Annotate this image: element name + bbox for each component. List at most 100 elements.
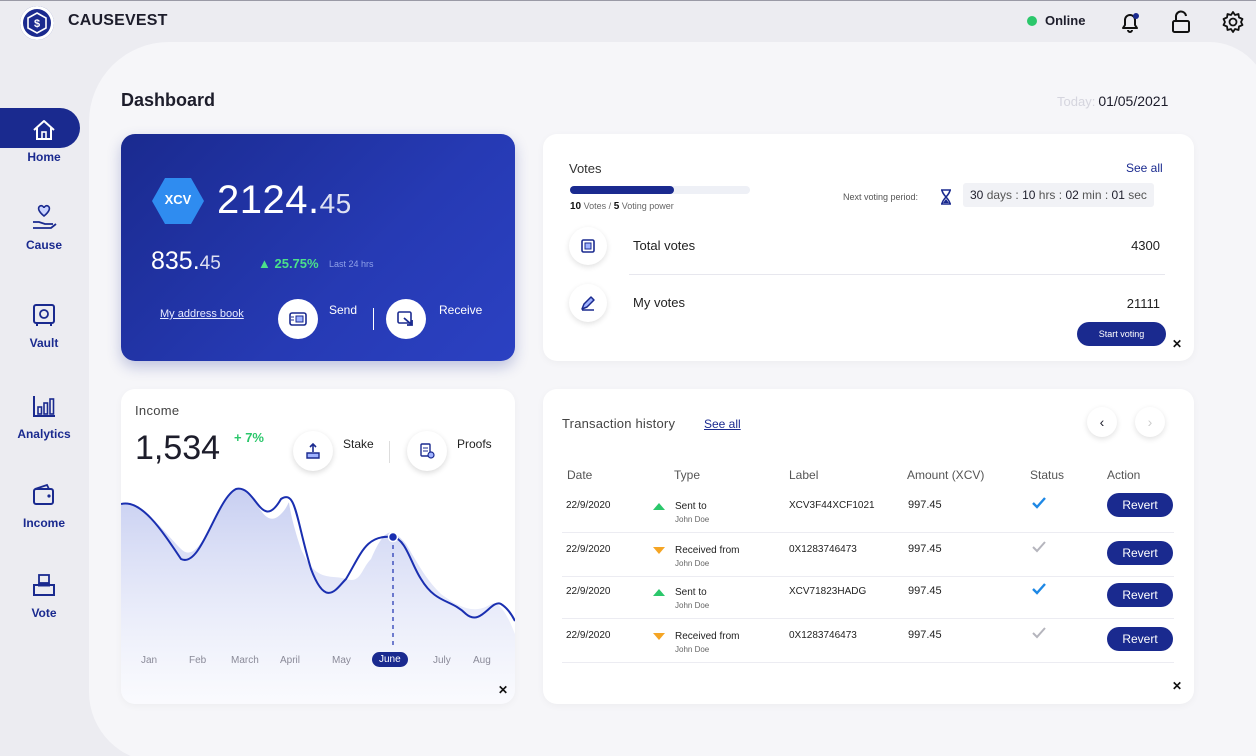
wallet-balance: 2124.45 bbox=[217, 178, 352, 222]
stake-proofs-divider bbox=[389, 441, 390, 463]
status-check-icon bbox=[1031, 582, 1047, 601]
today-value: 01/05/2021 bbox=[1098, 93, 1169, 109]
month-label[interactable]: Aug bbox=[473, 655, 491, 666]
stake-button[interactable] bbox=[293, 431, 333, 471]
my-votes-icon bbox=[569, 284, 607, 322]
column-header-label: Label bbox=[789, 468, 819, 482]
next-voting-period-label: Next voting period: bbox=[843, 192, 919, 202]
tx-amount: 997.45 bbox=[908, 543, 942, 555]
receive-icon bbox=[397, 311, 413, 326]
income-value: 1,534 bbox=[135, 429, 221, 467]
votes-divider bbox=[629, 274, 1165, 275]
votes-close-icon[interactable]: ✕ bbox=[1172, 337, 1183, 351]
proofs-label: Proofs bbox=[457, 437, 492, 451]
month-label[interactable]: Feb bbox=[189, 655, 207, 666]
month-label[interactable]: July bbox=[433, 655, 451, 666]
income-change: + 7% bbox=[234, 430, 264, 445]
app-name: CAUSEVEST bbox=[68, 12, 168, 29]
transactions-close-icon[interactable]: ✕ bbox=[1172, 679, 1183, 693]
sidebar-item-label: Income bbox=[22, 516, 65, 530]
online-status-label: Online bbox=[1045, 13, 1086, 28]
receive-button[interactable] bbox=[386, 299, 426, 339]
sidebar-item-vote[interactable]: Vote bbox=[0, 568, 88, 620]
column-header-amount: Amount (XCV) bbox=[907, 468, 985, 482]
month-label[interactable]: March bbox=[231, 655, 259, 666]
address-book-link[interactable]: My address book bbox=[160, 308, 244, 320]
sidebar-item-label: Cause bbox=[25, 238, 63, 252]
hourglass-icon bbox=[939, 189, 953, 210]
transactions-see-all-link[interactable]: See all bbox=[704, 417, 741, 431]
month-label-active[interactable]: June bbox=[372, 652, 408, 667]
currency-label: XCV bbox=[164, 192, 192, 207]
ballot-box-icon bbox=[24, 568, 64, 602]
proofs-icon bbox=[420, 443, 435, 459]
voting-power: 10 Votes / 5 Voting power bbox=[570, 201, 674, 212]
sent-arrow-icon bbox=[653, 503, 665, 510]
total-votes-value: 4300 bbox=[1131, 238, 1160, 253]
notification-bell-icon[interactable] bbox=[1117, 9, 1143, 35]
votes-see-all-link[interactable]: See all bbox=[1126, 161, 1163, 175]
tx-label: XCV71823HADG bbox=[789, 586, 867, 597]
tx-type: Sent to John Doe bbox=[675, 501, 710, 524]
transactions-title: Transaction history bbox=[562, 416, 676, 431]
column-header-status: Status bbox=[1030, 468, 1065, 482]
tx-type: Received from John Doe bbox=[675, 545, 740, 568]
june-marker-point bbox=[387, 531, 399, 543]
month-label[interactable]: Jan bbox=[141, 655, 158, 666]
revert-button[interactable]: Revert bbox=[1107, 583, 1173, 607]
prev-page-button[interactable]: ‹ bbox=[1087, 407, 1117, 437]
today-date: Today: 01/05/2021 bbox=[1057, 93, 1168, 109]
my-votes-value: 21111 bbox=[1126, 296, 1160, 311]
start-voting-button[interactable]: Start voting bbox=[1077, 322, 1166, 346]
my-votes-label: My votes bbox=[633, 295, 686, 310]
status-check-icon bbox=[1031, 496, 1047, 515]
revert-button[interactable]: Revert bbox=[1107, 493, 1173, 517]
tx-date: 22/9/2020 bbox=[566, 586, 611, 597]
sidebar-item-income[interactable]: Income bbox=[0, 478, 88, 530]
wallet-change: ▲ 25.75% bbox=[258, 256, 319, 271]
votes-progress-fill bbox=[570, 186, 675, 194]
column-header-action: Action bbox=[1107, 468, 1141, 482]
income-line bbox=[121, 487, 515, 622]
svg-text:$: $ bbox=[34, 18, 40, 30]
send-receive-divider bbox=[373, 308, 374, 330]
sent-arrow-icon bbox=[653, 589, 665, 596]
tx-label: XCV3F44XCF1021 bbox=[789, 500, 875, 511]
online-status: Online bbox=[1027, 13, 1085, 28]
sidebar-item-vault[interactable]: Vault bbox=[0, 298, 88, 350]
page-title: Dashboard bbox=[121, 90, 216, 110]
status-check-icon bbox=[1031, 540, 1047, 559]
proofs-button[interactable] bbox=[407, 431, 447, 471]
today-label: Today: bbox=[1057, 94, 1096, 109]
bar-chart-icon bbox=[24, 389, 64, 423]
heart-hand-icon bbox=[24, 200, 64, 234]
next-page-button[interactable]: › bbox=[1135, 407, 1165, 437]
wallet-sub-balance: 835.45 bbox=[151, 247, 221, 275]
income-close-icon[interactable]: ✕ bbox=[498, 683, 509, 697]
received-arrow-icon bbox=[653, 547, 665, 554]
sidebar-item-home[interactable]: Home bbox=[0, 100, 88, 164]
votes-card: Votes See all 10 Votes / 5 Voting power … bbox=[543, 134, 1194, 361]
settings-gear-icon[interactable] bbox=[1220, 9, 1246, 35]
causevest-logo-icon[interactable]: $ bbox=[20, 6, 54, 40]
table-row: 22/9/2020 Received from John Doe 0X128374… bbox=[562, 619, 1174, 663]
send-button[interactable] bbox=[278, 299, 318, 339]
tx-amount: 997.45 bbox=[908, 585, 942, 597]
tx-date: 22/9/2020 bbox=[566, 630, 611, 641]
month-label[interactable]: May bbox=[332, 655, 351, 666]
online-dot-icon bbox=[1027, 15, 1037, 26]
revert-button[interactable]: Revert bbox=[1107, 541, 1173, 565]
month-label[interactable]: April bbox=[280, 655, 301, 666]
revert-button[interactable]: Revert bbox=[1107, 627, 1173, 651]
tx-date: 22/9/2020 bbox=[566, 500, 611, 511]
sidebar-item-analytics[interactable]: Analytics bbox=[0, 389, 88, 441]
total-votes-label: Total votes bbox=[633, 238, 696, 253]
window-top-border bbox=[0, 0, 1256, 6]
sidebar-item-cause[interactable]: Cause bbox=[0, 200, 88, 252]
sidebar-item-label: Vault bbox=[29, 336, 59, 350]
tx-type: Received from John Doe bbox=[675, 631, 740, 654]
table-row: 22/9/2020 Sent to John Doe XCV71823HADG 9… bbox=[562, 575, 1174, 619]
lock-icon[interactable] bbox=[1168, 9, 1194, 35]
table-row: 22/9/2020 Sent to John Doe XCV3F44XCF1021… bbox=[562, 489, 1174, 533]
income-title: Income bbox=[135, 403, 180, 418]
